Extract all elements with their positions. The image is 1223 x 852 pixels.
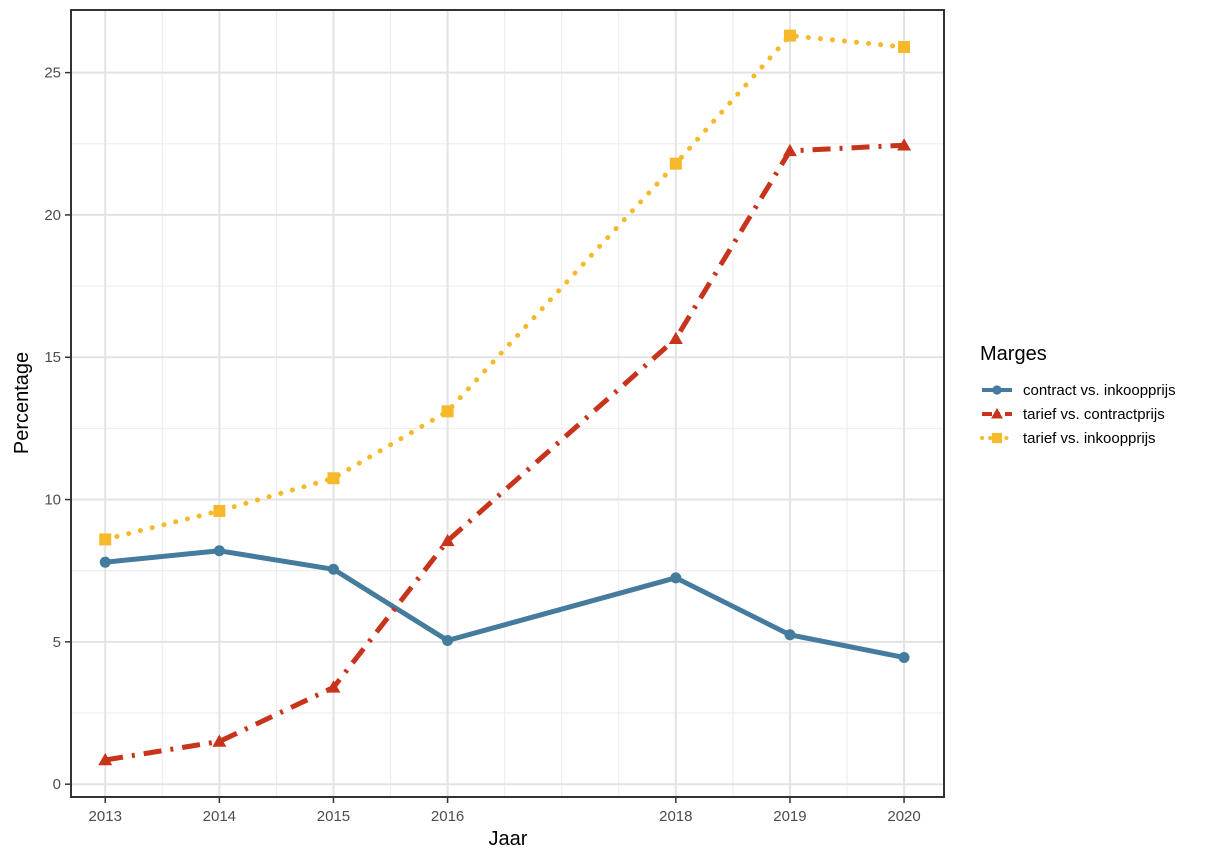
legend-key-marker [991, 408, 1003, 419]
x-tick-label: 2020 [887, 808, 920, 825]
axis-ticks: 2013 2014 2015 2016 2018 2019 2020 0 5 10 15 20 25 [44, 65, 920, 825]
legend-key-marker [991, 432, 1003, 444]
legend-key-marker [992, 385, 1002, 395]
y-tick-label: 20 [44, 207, 61, 224]
data-point-square [783, 29, 796, 42]
data-point-circle [99, 556, 111, 568]
y-tick-label: 0 [53, 776, 61, 793]
series-markers [98, 29, 912, 766]
data-point-triangle [668, 331, 683, 344]
data-point-circle [898, 652, 910, 664]
data-point-triangle [326, 680, 341, 693]
data-point-circle [670, 572, 682, 584]
data-point-triangle [98, 752, 113, 766]
x-tick-label: 2016 [431, 808, 464, 825]
data-point-square [327, 472, 340, 485]
data-point-square [669, 157, 682, 170]
legend-label: contract vs. inkoopprijs [1023, 382, 1176, 399]
x-tick-label: 2019 [773, 808, 806, 825]
plot-panel-border [70, 9, 945, 798]
x-tick-label: 2018 [659, 808, 692, 825]
y-tick-label: 10 [44, 492, 61, 509]
data-point-triangle [212, 734, 227, 747]
legend-label: tarief vs. contractprijs [1023, 406, 1165, 423]
y-tick-label: 5 [53, 634, 61, 651]
data-point-circle [784, 629, 796, 641]
data-point-circle [213, 545, 225, 557]
y-axis-title: Percentage [11, 352, 33, 454]
legend-title: Marges [980, 343, 1047, 365]
legend-label: tarief vs. inkoopprijs [1023, 430, 1156, 447]
x-axis-title: Jaar [489, 828, 528, 850]
data-point-square [99, 533, 112, 546]
x-tick-label: 2013 [89, 808, 122, 825]
data-point-square [898, 41, 911, 54]
grid-lines [71, 10, 944, 797]
data-point-square [441, 405, 454, 418]
y-tick-label: 15 [44, 349, 61, 366]
x-tick-label: 2014 [203, 808, 236, 825]
data-point-circle [442, 634, 454, 646]
data-point-circle [327, 563, 339, 575]
x-tick-label: 2015 [317, 808, 350, 825]
legend: Marges contract vs. inkoopprijs tarief vs… [980, 343, 1176, 447]
data-point-triangle [897, 138, 912, 151]
data-point-triangle [440, 533, 455, 547]
y-tick-label: 25 [44, 65, 61, 82]
data-point-square [213, 504, 226, 517]
data-point-triangle [782, 143, 797, 157]
